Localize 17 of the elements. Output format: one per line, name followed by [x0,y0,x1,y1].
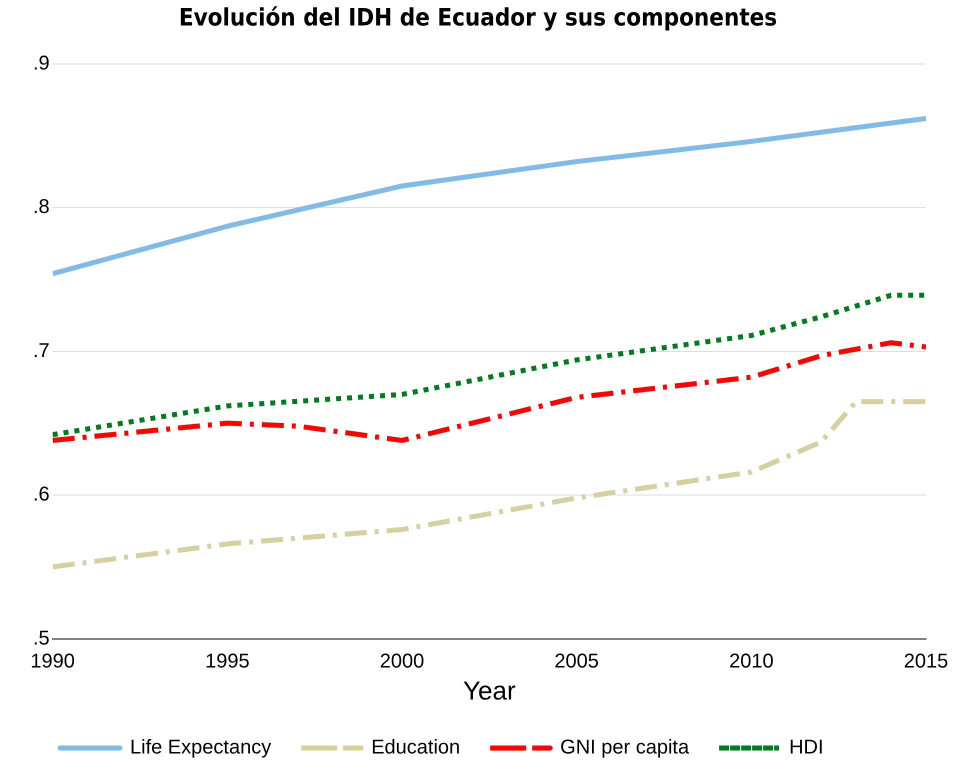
legend-label: Education [371,736,460,759]
x-tick-label: 2010 [729,650,774,672]
x-tick-label: 1990 [30,650,75,672]
y-tick-label: .6 [32,484,50,506]
y-tick-label: .9 [32,52,50,74]
y-tick-label: .8 [32,196,50,218]
x-tick-label: 2005 [554,650,599,672]
legend-label: HDI [789,736,824,759]
y-tick-label: .7 [32,340,50,362]
legend-label: Life Expectancy [130,736,272,759]
chart-title: Evolución del IDH de Ecuador y sus componentes [178,4,778,32]
legend-label: GNI per capita [560,736,690,759]
x-tick-label: 2000 [380,650,424,672]
x-axis-title: Year [463,676,516,706]
x-tick-label: 2015 [904,650,948,672]
y-tick-label: .5 [32,627,50,650]
x-tick-label: 1995 [205,650,250,672]
